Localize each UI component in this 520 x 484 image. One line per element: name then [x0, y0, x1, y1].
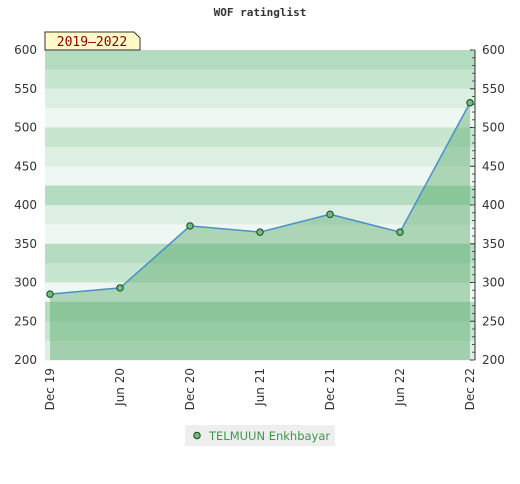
stripe	[45, 166, 475, 187]
stripe	[45, 282, 475, 303]
legend-label: TELMUUN Enkhbayar	[208, 429, 330, 443]
x-tick-label: Jun 20	[113, 368, 127, 407]
area	[50, 102, 470, 360]
y2-tick-label: 400	[482, 198, 505, 212]
point	[46, 290, 54, 298]
point	[186, 222, 194, 230]
y-tick-label: 200	[14, 353, 37, 367]
x-tick-label: Dec 19	[43, 368, 57, 410]
x-tick-label: Dec 22	[463, 368, 477, 410]
y2-tick-label: 200	[482, 353, 505, 367]
point	[466, 99, 474, 107]
legend-box	[185, 425, 335, 446]
point	[116, 284, 124, 292]
point	[256, 228, 264, 236]
badge-box	[44, 31, 141, 51]
y2-tick-label: 600	[482, 43, 505, 57]
x-tick-label: Dec 21	[323, 368, 337, 410]
point	[326, 210, 334, 219]
y-tick-label: 400	[14, 198, 37, 212]
stripe	[45, 88, 475, 109]
y-tick-label: 300	[14, 276, 37, 290]
y2-tick-label: 250	[482, 314, 505, 328]
y-tick-label: 500	[14, 121, 37, 135]
stripe	[45, 69, 475, 90]
y2-tick-label: 450	[482, 159, 505, 173]
y-tick-label: 550	[14, 82, 37, 96]
stripe	[45, 263, 475, 283]
x-tick-label: Dec 20	[183, 368, 197, 410]
y-tick-label: 450	[14, 159, 37, 173]
y2-tick-label: 350	[482, 237, 505, 251]
stripe	[45, 340, 475, 361]
stripe	[45, 50, 475, 70]
chart-title: WOF ratinglist	[214, 6, 307, 19]
stripe	[45, 108, 475, 128]
y2-tick-label: 500	[482, 121, 505, 135]
stripe	[45, 301, 475, 322]
stripe	[45, 127, 475, 148]
y-tick-label: 600	[14, 43, 37, 57]
y-tick-label: 350	[14, 237, 37, 251]
badge: 2019–2022	[57, 35, 127, 50]
y2-tick-label: 300	[482, 276, 505, 290]
point	[396, 228, 404, 236]
y-tick-label: 250	[14, 314, 37, 328]
x-tick-label: Jun 21	[253, 368, 267, 407]
y2-tick-label: 550	[482, 82, 505, 96]
legend-marker	[193, 431, 201, 440]
stripe	[45, 321, 475, 342]
x-tick-label: Jun 22	[393, 368, 407, 407]
stripe	[45, 205, 475, 225]
stripe	[45, 185, 475, 206]
stripe	[45, 146, 475, 167]
